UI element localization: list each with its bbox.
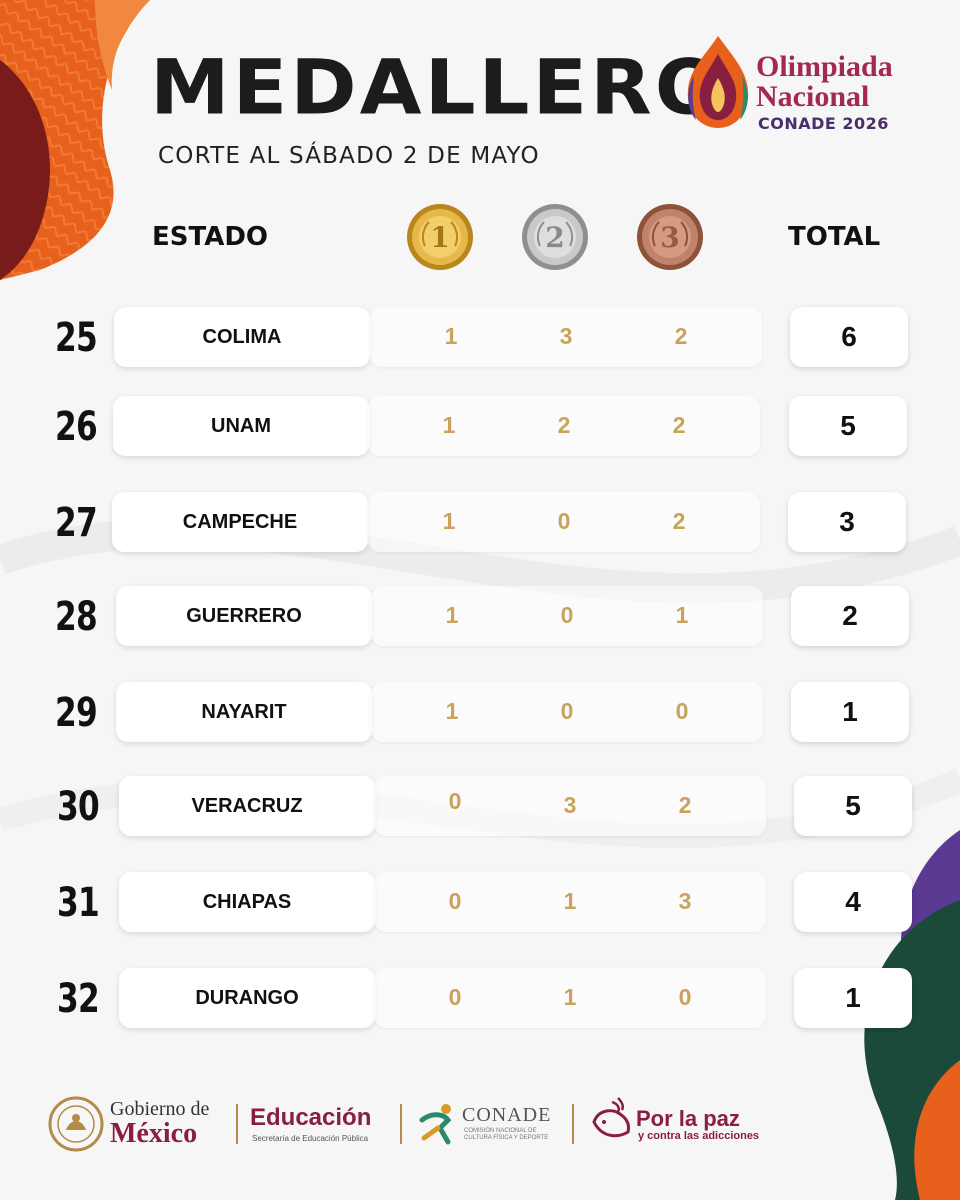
row-medals-box: 1 0 1	[371, 586, 763, 646]
row-silver-count: 3	[559, 323, 573, 349]
row-estado: CHIAPAS	[119, 872, 375, 932]
table-row: 32 DURANGO 0 1 0 1	[0, 968, 960, 1032]
row-rank: 27	[55, 500, 98, 546]
row-medals-box: 1 2 2	[368, 396, 760, 456]
row-estado: UNAM	[113, 396, 369, 456]
row-rank: 32	[57, 976, 100, 1022]
footer-divider	[572, 1104, 574, 1144]
gobierno-text: Gobierno de	[110, 1098, 210, 1120]
row-bronze-count: 2	[678, 792, 692, 818]
row-silver-count: 1	[563, 888, 577, 914]
logo-text-conade: CONADE 2026	[758, 114, 889, 133]
dove-icon	[592, 1097, 630, 1138]
row-estado: COLIMA	[114, 307, 370, 367]
footer-divider	[400, 1104, 402, 1144]
row-silver-count: 0	[560, 602, 574, 628]
row-bronze-count: 2	[672, 412, 686, 438]
row-total: 5	[789, 396, 907, 456]
gold-medal-label: 1	[430, 221, 449, 254]
conade-subtext: COMISIÓN NACIONAL DE CULTURA FÍSICA Y DE…	[464, 1128, 549, 1141]
row-estado: CAMPECHE	[112, 492, 368, 552]
page-subtitle: CORTE AL SÁBADO 2 DE MAYO	[158, 143, 540, 169]
column-header-total: TOTAL	[788, 222, 881, 252]
row-gold-count: 1	[445, 602, 459, 628]
row-rank: 29	[55, 690, 98, 736]
row-gold-count: 1	[445, 698, 459, 724]
mexico-seal-icon	[48, 1096, 104, 1152]
row-total: 1	[794, 968, 912, 1028]
row-total: 5	[794, 776, 912, 836]
row-medals-box: 0 1 3	[374, 872, 766, 932]
row-medals-box: 0 1 0	[374, 968, 766, 1028]
row-bronze-count: 1	[675, 602, 689, 628]
logo-text-nacional: Nacional	[756, 80, 870, 113]
row-estado: DURANGO	[119, 968, 375, 1028]
row-gold-count: 1	[444, 323, 458, 349]
table-row: 30 VERACRUZ 0 3 2 5	[0, 776, 960, 840]
row-bronze-count: 2	[672, 508, 686, 534]
silver-medal-label: 2	[545, 221, 564, 254]
sep-text: Secretaría de Educación Pública	[252, 1134, 369, 1143]
bronze-medal-label: 3	[660, 221, 679, 254]
logo-text-olimpiada: Olimpiada	[756, 50, 893, 83]
row-estado: NAYARIT	[116, 682, 372, 742]
row-silver-count: 0	[557, 508, 571, 534]
row-gold-count: 1	[442, 412, 456, 438]
table-row: 27 CAMPECHE 1 0 2 3	[0, 492, 960, 556]
silver-medal-icon: 2	[522, 204, 588, 270]
table-row: 31 CHIAPAS 0 1 3 4	[0, 872, 960, 936]
adicciones-text: y contra las adicciones	[638, 1130, 760, 1142]
educacion-text: Educación	[250, 1104, 372, 1131]
row-total: 4	[794, 872, 912, 932]
row-estado: GUERRERO	[116, 586, 372, 646]
row-rank: 25	[55, 315, 98, 361]
row-gold-count: 0	[448, 788, 462, 814]
olimpiada-logo: Olimpiada Nacional CONADE 2026	[682, 32, 922, 142]
row-rank: 28	[55, 594, 98, 640]
por-la-paz-text: Por la paz	[636, 1106, 740, 1131]
page-title: MEDALLERO	[150, 43, 726, 132]
row-estado: VERACRUZ	[119, 776, 375, 836]
row-bronze-count: 3	[678, 888, 692, 914]
row-bronze-count: 0	[675, 698, 689, 724]
row-gold-count: 0	[448, 984, 462, 1010]
gold-medal-icon: 1	[407, 204, 473, 270]
mexico-text: México	[110, 1118, 198, 1149]
bronze-medal-icon: 3	[637, 204, 703, 270]
flame-icon	[687, 36, 749, 128]
table-row: 28 GUERRERO 1 0 1 2	[0, 586, 960, 650]
row-medals-box: 0 3 2	[374, 776, 766, 836]
row-bronze-count: 2	[674, 323, 688, 349]
row-rank: 26	[55, 404, 98, 450]
row-bronze-count: 0	[678, 984, 692, 1010]
row-silver-count: 3	[563, 792, 577, 818]
footer-logos: Gobierno de México Educación Secretaría …	[40, 1088, 800, 1158]
row-medals-box: 1 0 2	[368, 492, 760, 552]
row-silver-count: 0	[560, 698, 574, 724]
conade-text: CONADE	[462, 1104, 552, 1126]
row-silver-count: 2	[557, 412, 571, 438]
row-rank: 31	[57, 880, 100, 926]
column-header-estado: ESTADO	[152, 222, 269, 252]
row-medals-box: 1 3 2	[370, 307, 762, 367]
row-rank: 30	[57, 784, 100, 830]
row-gold-count: 1	[442, 508, 456, 534]
row-total: 2	[791, 586, 909, 646]
table-row: 26 UNAM 1 2 2 5	[0, 396, 960, 460]
footer-divider	[236, 1104, 238, 1144]
row-gold-count: 0	[448, 888, 462, 914]
table-row: 25 COLIMA 1 3 2 6	[0, 307, 960, 371]
runner-icon	[419, 1104, 452, 1145]
row-silver-count: 1	[563, 984, 577, 1010]
row-total: 1	[791, 682, 909, 742]
row-medals-box: 1 0 0	[371, 682, 763, 742]
table-row: 29 NAYARIT 1 0 0 1	[0, 682, 960, 746]
row-total: 3	[788, 492, 906, 552]
row-total: 6	[790, 307, 908, 367]
